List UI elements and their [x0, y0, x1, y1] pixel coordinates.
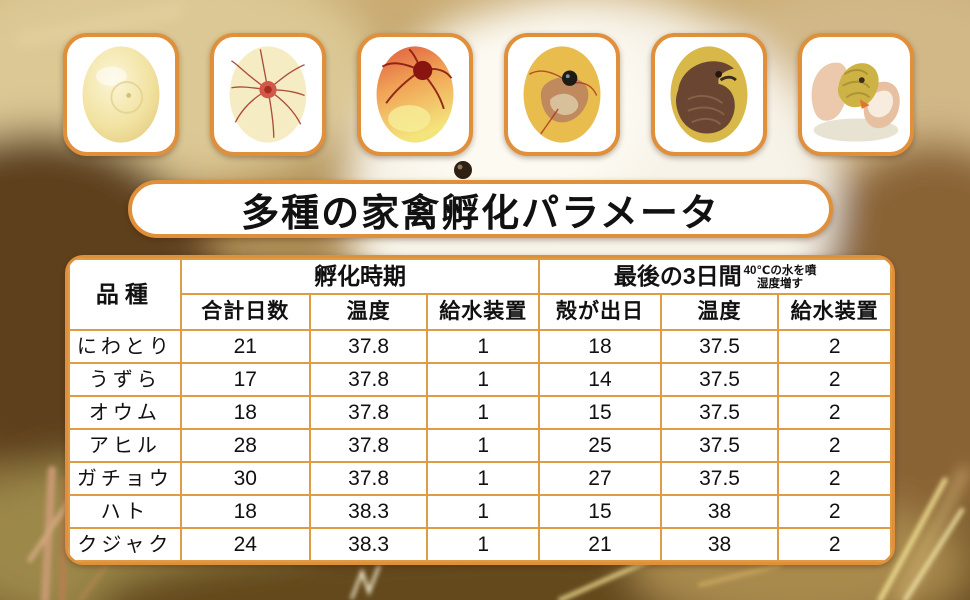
table-cell: 38 [659, 527, 780, 562]
table-row-goose: ガチョウ 30 37.8 1 27 37.5 2 [68, 461, 892, 496]
table-cell: 1 [426, 527, 541, 562]
col-final-water-device: 給水装置 [777, 293, 892, 331]
table-cell: 38.3 [308, 494, 429, 529]
humidity-note: 40℃の水を噴 湿度増す [743, 265, 817, 290]
fresh-egg-icon [82, 46, 160, 143]
table-cell: 30 [179, 461, 311, 496]
table-cell: 14 [538, 362, 662, 397]
table-cell: 1 [426, 329, 541, 364]
egg-stage-6-tile [798, 33, 914, 156]
table-row-duck: アヒル 28 37.8 1 25 37.5 2 [68, 428, 892, 463]
hatch-period-group-header: 孵化時期 [179, 258, 541, 295]
egg-development-strip [63, 33, 914, 156]
species-cell: アヒル [68, 428, 182, 463]
table-cell: 37.8 [308, 362, 429, 397]
table-cell: 37.5 [659, 395, 780, 430]
table-cell: 21 [538, 527, 662, 562]
egg-stage-2-tile [210, 33, 326, 156]
table-cell: 2 [777, 461, 892, 496]
table-cell: 1 [426, 428, 541, 463]
egg-stage-3-tile [357, 33, 473, 156]
table-cell: 24 [179, 527, 311, 562]
table-cell: 18 [538, 329, 662, 364]
egg-stage-5-tile [651, 33, 767, 156]
embryo-eye-egg-icon [523, 46, 601, 143]
table-cell: 37.8 [308, 461, 429, 496]
col-final-temperature: 温度 [659, 293, 780, 331]
species-cell: クジャク [68, 527, 182, 562]
species-cell: オウム [68, 395, 182, 430]
table-cell: 37.5 [659, 329, 780, 364]
table-cell: 2 [777, 428, 892, 463]
table-row-parrot: オウム 18 37.8 1 15 37.5 2 [68, 395, 892, 430]
egg-stage-1-tile [63, 33, 179, 156]
table-cell: 2 [777, 329, 892, 364]
table-cell: 37.5 [659, 362, 780, 397]
col-temperature: 温度 [308, 293, 429, 331]
table-cell: 1 [426, 362, 541, 397]
table-row-pigeon: ハト 18 38.3 1 15 38 2 [68, 494, 892, 529]
table-cell: 1 [426, 395, 541, 430]
col-shell-day: 殻が出日 [538, 293, 662, 331]
table-cell: 18 [179, 395, 311, 430]
final-3days-group-header: 最後の3日間 40℃の水を噴 湿度増す [538, 258, 892, 295]
table-cell: 38.3 [308, 527, 429, 562]
table-cell: 1 [426, 494, 541, 529]
chick-eye [454, 161, 472, 179]
late-embryo-chick-egg-icon [670, 46, 748, 143]
table-cell: 18 [179, 494, 311, 529]
table-cell: 1 [426, 461, 541, 496]
hatching-parameters-table: 品種 孵化時期 最後の3日間 40℃の水を噴 湿度増す [65, 255, 895, 565]
table-cell: 25 [538, 428, 662, 463]
table-cell: 38 [659, 494, 780, 529]
page-title: 多種の家禽孵化パラメータ [241, 192, 720, 235]
egg-stage-4-tile [504, 33, 620, 156]
table-cell: 37.8 [308, 395, 429, 430]
species-cell: にわとり [68, 329, 182, 364]
table-cell: 15 [538, 395, 662, 430]
hatched-chick-eggshell-icon [811, 62, 900, 142]
table-cell: 2 [777, 395, 892, 430]
table-cell: 21 [179, 329, 311, 364]
table-cell: 15 [538, 494, 662, 529]
table-cell: 28 [179, 428, 311, 463]
table-row-chicken: にわとり 21 37.8 1 18 37.5 2 [68, 329, 892, 364]
table-row-quail: うずら 17 37.8 1 14 37.5 2 [68, 362, 892, 397]
species-cell: ガチョウ [68, 461, 182, 496]
table-cell: 37.5 [659, 428, 780, 463]
table-cell: 37.8 [308, 428, 429, 463]
species-column-header: 品種 [68, 258, 182, 331]
table-cell: 17 [179, 362, 311, 397]
table-cell: 27 [538, 461, 662, 496]
table-cell: 37.8 [308, 329, 429, 364]
col-total-days: 合計日数 [179, 293, 311, 331]
early-veins-egg-icon [229, 46, 307, 143]
col-water-device: 給水装置 [426, 293, 541, 331]
blood-vessel-embryo-egg-icon [376, 46, 454, 143]
table-row-peacock: クジャク 24 38.3 1 21 38 2 [68, 527, 892, 562]
parameters-table: 品種 孵化時期 最後の3日間 40℃の水を噴 湿度増す [68, 258, 892, 562]
species-cell: うずら [68, 362, 182, 397]
title-banner: 多種の家禽孵化パラメータ [128, 180, 833, 238]
species-cell: ハト [68, 494, 182, 529]
table-cell: 2 [777, 527, 892, 562]
table-cell: 2 [777, 494, 892, 529]
table-cell: 2 [777, 362, 892, 397]
table-cell: 37.5 [659, 461, 780, 496]
